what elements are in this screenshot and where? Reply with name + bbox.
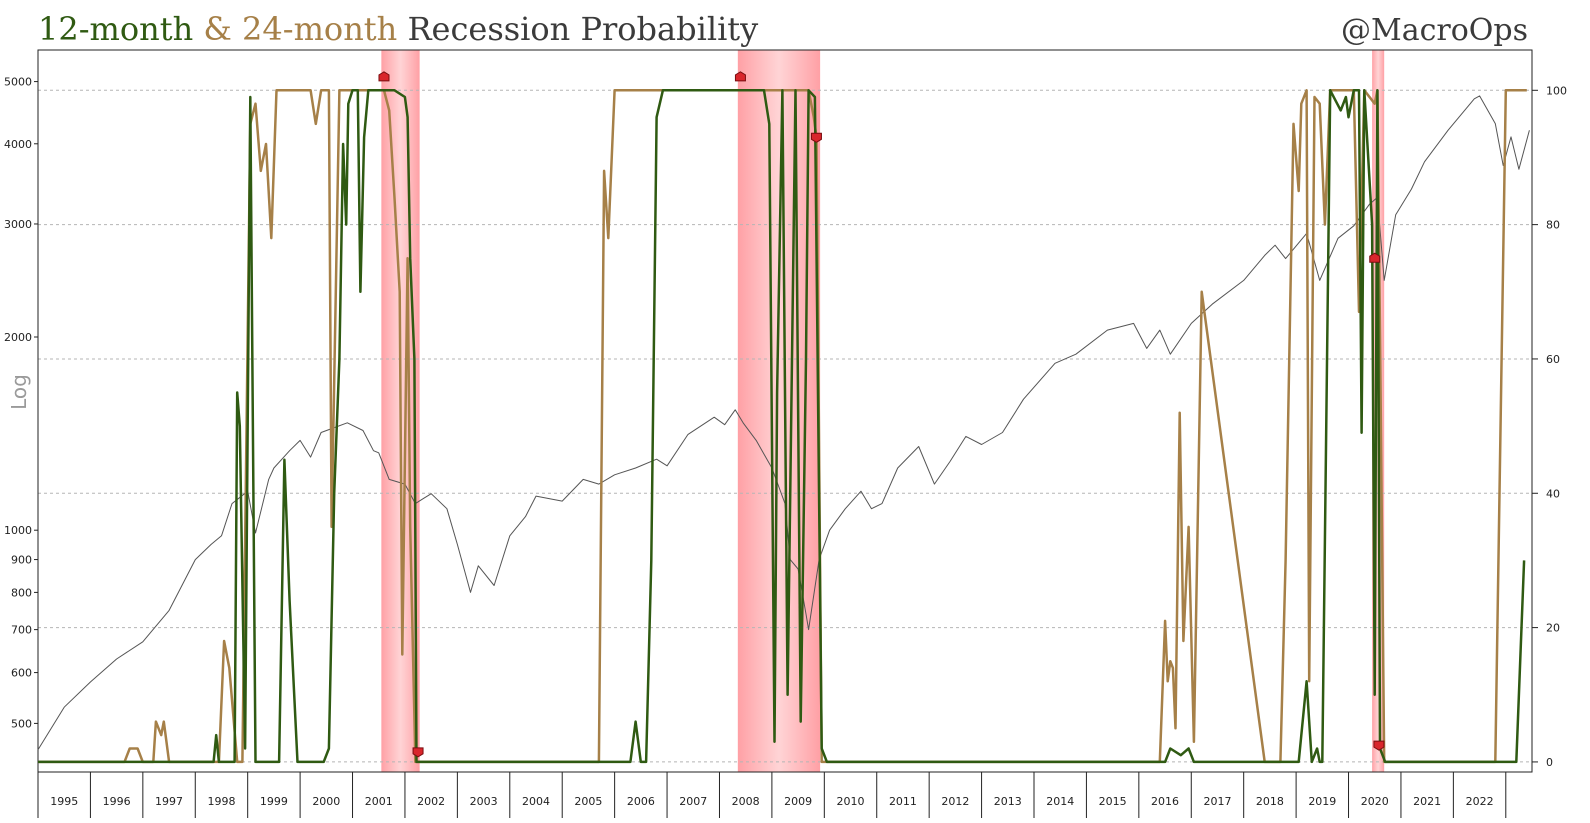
x-tick-label-2008: 2008	[732, 795, 760, 808]
x-tick-label-2014: 2014	[1046, 795, 1074, 808]
x-tick-label-2017: 2017	[1203, 795, 1231, 808]
axes	[37, 49, 1533, 773]
x-tick-label-2020: 2020	[1361, 795, 1389, 808]
left-tick-label-900: 900	[11, 554, 32, 567]
left-axis-ticks: 500 600 700 800 900 1000 2000 3000 4000 5000	[4, 76, 38, 730]
signal-marker-3	[734, 71, 746, 82]
signal-marker-2	[412, 747, 424, 758]
x-tick-label-2009: 2009	[784, 795, 812, 808]
signal-marker-4	[810, 132, 822, 143]
left-tick-label-5000: 5000	[4, 76, 32, 89]
x-axis-ticks: 1995 1996 1997 1998 1999 2000 2001 2002 2003 2004…	[37, 772, 1507, 818]
right-tick-label-80: 80	[1546, 219, 1560, 232]
x-tick-label-2000: 2000	[312, 795, 340, 808]
x-tick-label-2021: 2021	[1413, 795, 1441, 808]
x-tick-label-1998: 1998	[207, 795, 235, 808]
watermark: @MacroOps	[1341, 13, 1528, 48]
x-tick-label-2018: 2018	[1256, 795, 1284, 808]
left-tick-label-1000: 1000	[4, 524, 32, 537]
x-tick-label-1997: 1997	[155, 795, 183, 808]
x-tick-label-2019: 2019	[1308, 795, 1336, 808]
right-tick-label-60: 60	[1546, 353, 1560, 366]
x-tick-label-2003: 2003	[470, 795, 498, 808]
right-tick-label-0: 0	[1546, 756, 1553, 769]
x-tick-label-2007: 2007	[679, 795, 707, 808]
left-tick-label-800: 800	[11, 586, 32, 599]
signal-marker-6	[1373, 740, 1385, 751]
right-tick-label-20: 20	[1546, 622, 1560, 635]
chart-title: 12-month & 24-month Recession Probabilit…	[38, 10, 758, 48]
right-tick-label-40: 40	[1546, 487, 1560, 500]
probability-12-month-line	[38, 89, 1526, 764]
x-tick-label-2001: 2001	[365, 795, 393, 808]
x-tick-label-1996: 1996	[103, 795, 131, 808]
left-tick-label-600: 600	[11, 667, 32, 680]
left-axis-label: Log	[7, 374, 31, 410]
x-tick-label-2011: 2011	[889, 795, 917, 808]
left-tick-label-500: 500	[11, 717, 32, 730]
x-tick-label-2016: 2016	[1151, 795, 1179, 808]
title-24-month: 24-month	[242, 10, 397, 48]
signal-marker-5	[1369, 252, 1381, 263]
x-tick-label-2005: 2005	[574, 795, 602, 808]
x-tick-label-2012: 2012	[941, 795, 969, 808]
x-tick-label-2013: 2013	[994, 795, 1022, 808]
left-tick-label-2000: 2000	[4, 331, 32, 344]
right-axis-ticks: 0 20 40 60 80 100	[1532, 84, 1567, 769]
left-tick-label-3000: 3000	[4, 218, 32, 231]
left-tick-label-700: 700	[11, 624, 32, 637]
x-tick-label-2022: 2022	[1466, 795, 1494, 808]
x-tick-label-2002: 2002	[417, 795, 445, 808]
x-tick-label-2004: 2004	[522, 795, 550, 808]
left-tick-label-4000: 4000	[4, 138, 32, 151]
series-lines	[37, 89, 1530, 764]
x-tick-label-1999: 1999	[260, 795, 288, 808]
markers	[378, 71, 1385, 758]
title-recession-probability: Recession Probability	[397, 10, 758, 48]
title-12-month: 12-month	[38, 10, 193, 48]
x-tick-label-2006: 2006	[627, 795, 655, 808]
x-tick-label-1995: 1995	[50, 795, 78, 808]
x-tick-label-2015: 2015	[1099, 795, 1127, 808]
recession-bands	[381, 50, 1385, 772]
x-tick-label-2010: 2010	[837, 795, 865, 808]
right-tick-label-100: 100	[1546, 84, 1567, 97]
signal-marker-1	[378, 71, 390, 82]
title-separator: &	[193, 10, 242, 48]
